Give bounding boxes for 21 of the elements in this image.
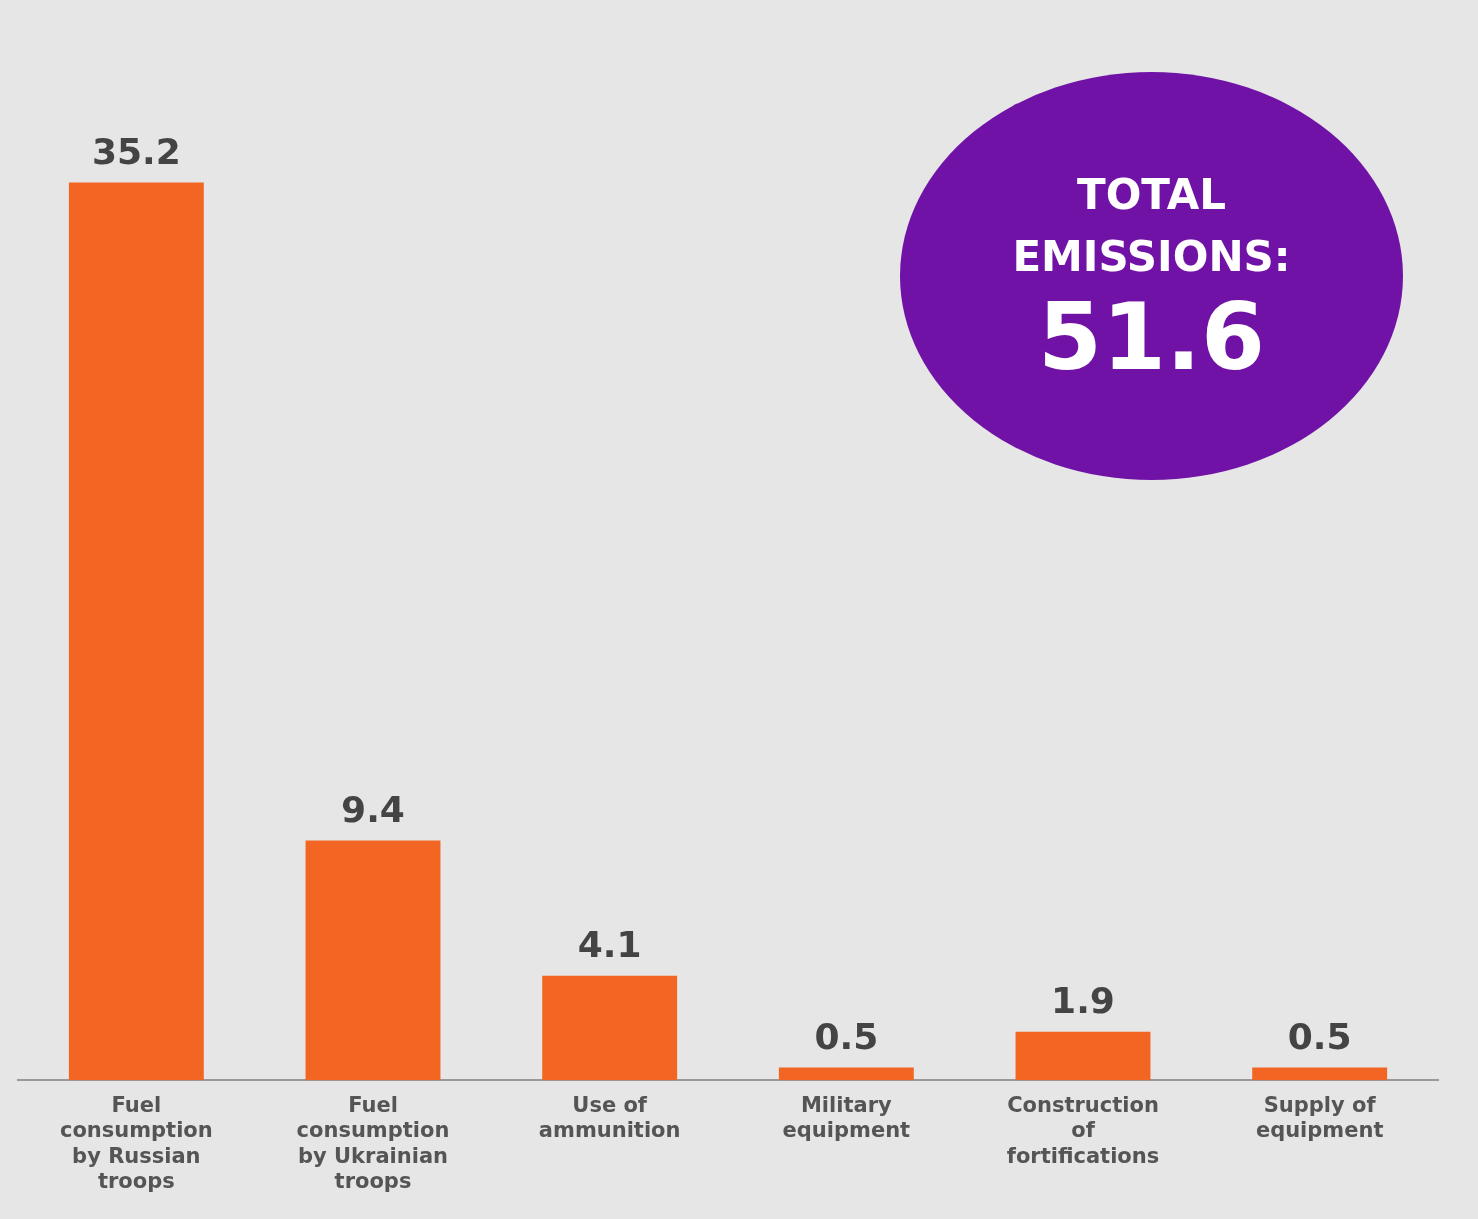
ellipse-badge: TOTAL EMISSIONS: 51.6	[900, 72, 1403, 480]
x-tick-label: Fuel consumption by Ukrainian troops	[296, 1093, 450, 1193]
bar	[542, 975, 678, 1081]
data-label: 0.5	[814, 1015, 879, 1057]
bar	[305, 840, 441, 1081]
data-label: 35.2	[91, 130, 181, 172]
bar	[778, 1067, 914, 1081]
data-label: 1.9	[1051, 980, 1115, 1022]
bar	[1252, 1067, 1388, 1081]
x-tick-label: Supply of equipment	[1255, 1093, 1384, 1143]
annotation: 51.6	[1038, 284, 1265, 391]
x-tick-label: Construction of fortifications	[1006, 1093, 1160, 1168]
annotation: TOTAL EMISSIONS:	[1012, 170, 1291, 281]
x-tick-label: Use of ammunition	[538, 1093, 681, 1143]
data-label: 4.1	[577, 923, 642, 965]
data-label: 9.4	[341, 788, 405, 830]
data-label: 0.5	[1287, 1015, 1352, 1057]
x-tick-label: Military equipment	[782, 1093, 911, 1143]
bar	[68, 182, 204, 1081]
bar	[1015, 1031, 1151, 1081]
x-tick-label: Fuel consumption by Russian troops	[59, 1093, 213, 1193]
